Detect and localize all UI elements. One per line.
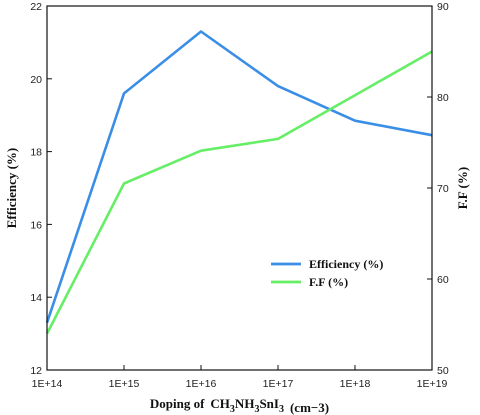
legend-label-ff: F.F (%) xyxy=(309,275,348,289)
y-tick-label-left: 18 xyxy=(30,147,42,159)
plot-frame xyxy=(46,5,433,371)
legend: Efficiency (%) F.F (%) xyxy=(271,257,383,289)
y-tick-label-right: 70 xyxy=(437,183,449,195)
y-tick-label-right: 50 xyxy=(437,365,449,377)
x-axis-title-formula: CH3NH3SnI3 xyxy=(210,396,284,415)
series-line-ff xyxy=(45,50,433,335)
x-tick-label: 1E+17 xyxy=(263,378,294,390)
x-axis-title-prefix: Doping of xyxy=(150,396,205,411)
y-tick-label-left: 16 xyxy=(30,219,42,231)
y-tick-label-left: 14 xyxy=(30,292,42,304)
y-tick-label-right: 60 xyxy=(437,274,449,286)
x-tick-label: 1E+14 xyxy=(32,378,63,390)
x-tick-label: 1E+19 xyxy=(417,378,448,390)
x-tick-label: 1E+15 xyxy=(109,378,140,390)
y-tick-label-left: 12 xyxy=(30,365,42,377)
y-axis-title-left: Efficiency (%) xyxy=(4,148,19,229)
series-line-efficiency xyxy=(45,30,433,324)
series-layer xyxy=(45,30,433,335)
y-tick-label-right: 80 xyxy=(437,92,449,104)
y-tick-label-right: 90 xyxy=(437,1,449,13)
ticks-layer: 1E+14 1E+15 1E+16 1E+17 1E+18 1E+19 12 14 16 18 20… xyxy=(30,1,449,390)
x-axis-title-unit: (cm−3) xyxy=(290,400,329,415)
legend-label-efficiency: Efficiency (%) xyxy=(309,257,383,271)
x-tick-label: 1E+16 xyxy=(186,378,217,390)
y-axis-title-right: F.F (%) xyxy=(455,167,470,209)
x-tick-label: 1E+18 xyxy=(340,378,371,390)
x-axis-title: Doping of CH3NH3SnI3 (cm−3) xyxy=(150,396,329,415)
y-tick-label-left: 22 xyxy=(30,1,42,13)
y-tick-label-left: 20 xyxy=(30,74,42,86)
